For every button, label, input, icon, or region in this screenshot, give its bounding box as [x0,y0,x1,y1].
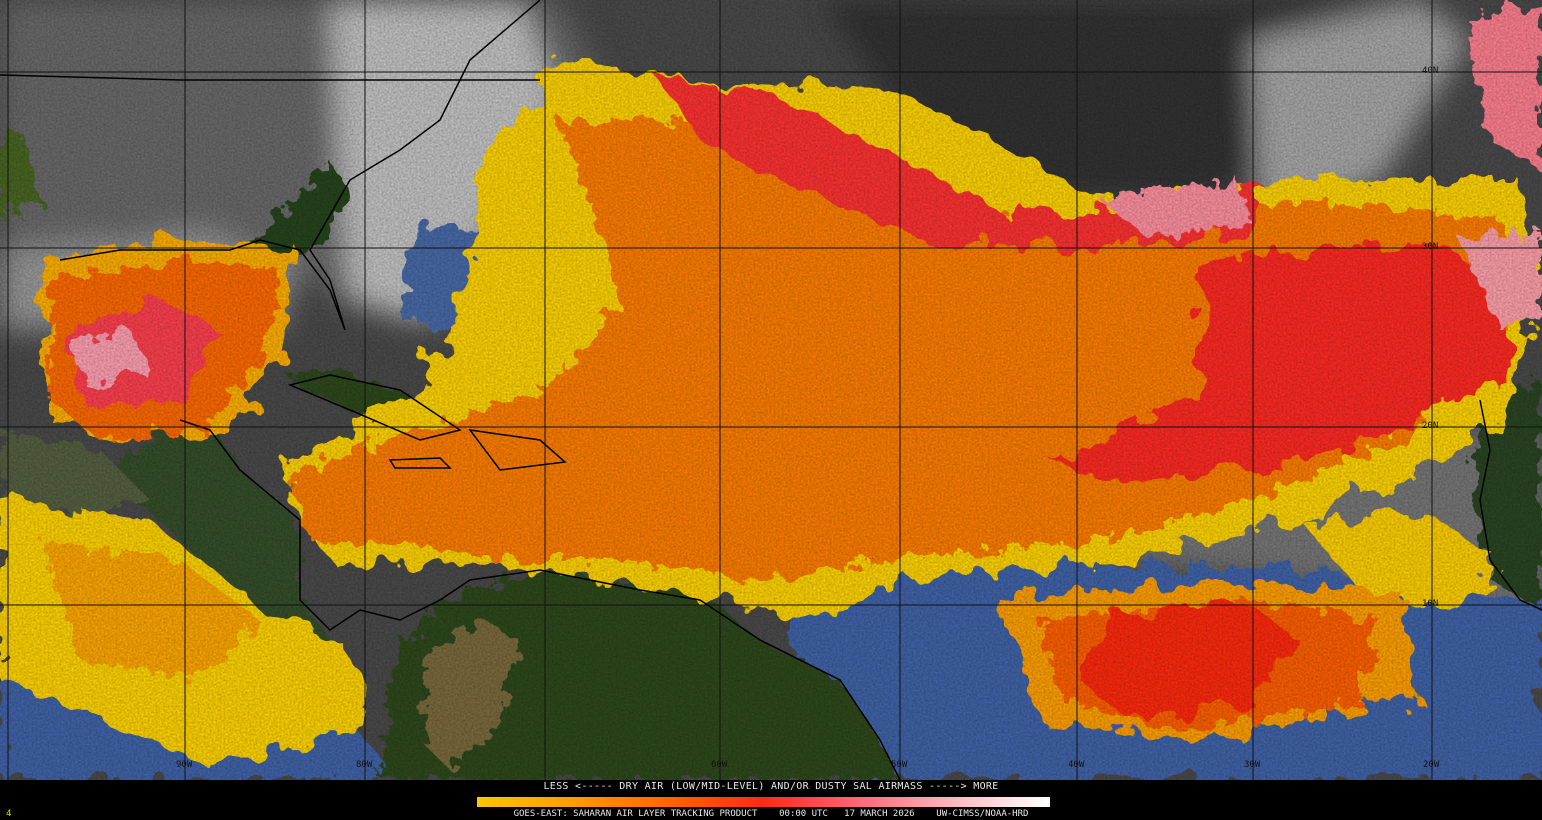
lat-label-40n: 40N [1422,66,1439,76]
lat-label-30n: 30N [1422,242,1439,252]
lon-label-40w: 40W [1068,760,1085,770]
satellite-map [0,0,1542,780]
product-source: UW-CIMSS/NOAA-HRD [936,809,1029,819]
lon-label-90w: 90W [176,760,193,770]
product-date: 17 MARCH 2026 [844,809,915,819]
lon-label-50w: 50W [891,760,908,770]
legend-title: LESS <----- DRY AIR (LOW/MID-LEVEL) AND/… [543,781,999,792]
product-time: 00:00 UTC [779,809,828,819]
lon-label-80w: 80W [356,760,373,770]
product-name: GOES-EAST: SAHARAN AIR LAYER TRACKING PR… [513,809,758,819]
lon-label-30w: 30W [1244,760,1261,770]
lat-label-10n: 10N [1422,599,1439,609]
coastlines [0,0,1542,780]
legend-colorbar [477,797,1050,807]
product-caption: GOES-EAST: SAHARAN AIR LAYER TRACKING PR… [0,809,1542,819]
lat-lon-grid [0,0,1542,780]
texture-overlay [0,0,1542,780]
frame-number: 4 [6,809,12,819]
lat-label-20n: 20N [1422,421,1439,431]
lon-label-60w: 60W [711,760,728,770]
lon-label-20w: 20W [1423,760,1440,770]
